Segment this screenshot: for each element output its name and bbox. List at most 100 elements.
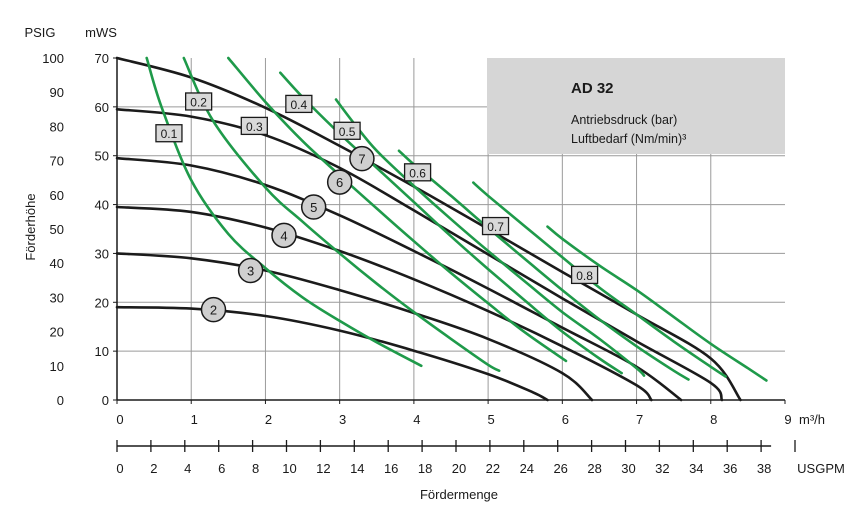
pressure-label-circle — [200, 296, 227, 323]
air-curve-0-8 — [546, 225, 768, 382]
air-label-0-5: 0.5 — [333, 121, 361, 140]
y2-tick-label: 0 — [57, 393, 64, 408]
air-curve-0-3 — [227, 56, 568, 363]
x2-tick-label: 16 — [384, 461, 398, 476]
x-tick-label: 8 — [710, 412, 717, 427]
x2-tick-label: 14 — [350, 461, 364, 476]
x-tick-label: 7 — [636, 412, 643, 427]
x-axis-title: Fördermenge — [420, 487, 498, 502]
air-label-0-6: 0.6 — [403, 163, 432, 182]
x-tick-label: 9 — [784, 412, 791, 427]
air-curve-0-5 — [334, 98, 646, 377]
x2-tick-label: 8 — [252, 461, 259, 476]
x2-tick-label: 2 — [150, 461, 157, 476]
air-label-0-4: 0.4 — [285, 94, 313, 114]
y2-tick-label: 50 — [50, 222, 64, 237]
air-label-box — [184, 92, 213, 111]
pressure-curve-2 — [115, 305, 549, 402]
pressure-curve-3 — [115, 252, 594, 402]
y2-tick-label: 80 — [50, 119, 64, 134]
air-label-0-1: 0.1 — [155, 124, 183, 143]
x2-unit-label: USGPM — [797, 461, 845, 476]
pressure-label-text: 5 — [310, 200, 317, 215]
air-label-0-3: 0.3 — [240, 116, 268, 136]
y2-tick-label: 60 — [50, 188, 64, 203]
x2-tick-label: 34 — [689, 461, 703, 476]
y-tick-label: 50 — [95, 149, 109, 164]
legend-entry-pressure: Antriebsdruck (bar) — [571, 113, 677, 127]
x-tick-label: 5 — [487, 412, 494, 427]
pressure-label-text: 7 — [358, 152, 365, 167]
x2-tick-label: 30 — [621, 461, 635, 476]
x2-tick-label: 0 — [116, 461, 123, 476]
pressure-label-text: 4 — [280, 228, 287, 243]
y2-tick-label: 10 — [50, 359, 64, 374]
legend-background — [487, 58, 785, 154]
legend-box: AD 32 Antriebsdruck (bar) Luftbedarf (Nm… — [487, 58, 785, 154]
x2-tick-label: 20 — [452, 461, 466, 476]
x2-tick-label: 4 — [184, 461, 191, 476]
y2-tick-label: 90 — [50, 85, 64, 100]
air-label-text: 0.2 — [190, 95, 207, 109]
air-label-text: 0.7 — [487, 220, 504, 234]
curve-labels: 2 3 4 5 67 0.1 0.2 0.3 0.4 0.5 0.6 0.7 0.8 — [155, 92, 599, 323]
x2-tick-label: 32 — [655, 461, 669, 476]
y-tick-label: 40 — [95, 198, 109, 213]
pressure-label-circle — [271, 222, 297, 249]
y2-tick-label: 40 — [50, 256, 64, 271]
x-tick-label: 3 — [339, 412, 346, 427]
air-curve-0-2 — [182, 56, 501, 372]
pressure-label-circle — [237, 257, 264, 284]
y2-tick-label: 100 — [42, 51, 64, 66]
x2-tick-label: 18 — [418, 461, 432, 476]
air-label-text: 0.8 — [576, 269, 593, 283]
x-tick-label: 6 — [562, 412, 569, 427]
x2-tick-label: 6 — [218, 461, 225, 476]
x2-tick-label: 36 — [723, 461, 737, 476]
pressure-label-7: 7 — [349, 145, 375, 172]
air-label-box — [285, 94, 313, 114]
pressure-label-text: 2 — [210, 303, 217, 318]
pressure-label-circle — [349, 145, 375, 172]
air-label-text: 0.6 — [409, 166, 426, 180]
x2-tick-label: 26 — [553, 461, 567, 476]
x-unit-label: m³/h — [799, 412, 825, 427]
y-tick-label: 20 — [95, 295, 109, 310]
pressure-label-6: 6 — [326, 169, 353, 195]
air-curve-0-4 — [279, 71, 623, 375]
x-tick-label: 1 — [191, 412, 198, 427]
y2-unit-label: PSIG — [24, 25, 55, 40]
pressure-label-4: 4 — [271, 222, 297, 249]
air-label-box — [240, 116, 268, 136]
air-label-text: 0.1 — [161, 127, 178, 141]
x-tick-label: 4 — [413, 412, 420, 427]
pressure-label-5: 5 — [300, 194, 327, 220]
air-label-box — [481, 216, 510, 236]
pressure-label-circle — [326, 169, 353, 195]
air-label-0-8: 0.8 — [570, 265, 599, 285]
x2-tick-label: 22 — [486, 461, 500, 476]
air-label-box — [403, 163, 432, 182]
y-tick-label: 70 — [95, 51, 109, 66]
y-tick-label: 10 — [95, 344, 109, 359]
y2-tick-label: 30 — [50, 290, 64, 305]
x2-tick-label: 10 — [282, 461, 296, 476]
y-tick-label: 60 — [95, 100, 109, 115]
air-label-0-7: 0.7 — [481, 216, 510, 236]
pressure-label-text: 3 — [247, 264, 254, 279]
y-tick-label: 30 — [95, 246, 109, 261]
air-label-box — [155, 124, 183, 143]
pressure-label-circle — [300, 194, 327, 220]
pressure-curve-5 — [115, 156, 683, 402]
y-axis-title: Förderhöhe — [23, 193, 38, 260]
x-tick-label: 0 — [116, 412, 123, 427]
y-tick-label: 0 — [102, 393, 109, 408]
x2-tick-label: 12 — [316, 461, 330, 476]
legend-entry-air: Luftbedarf (Nm/min)³ — [571, 132, 686, 146]
y-unit-label: mWS — [85, 25, 117, 40]
pressure-curve-6 — [115, 108, 724, 402]
x2-tick-label: 28 — [587, 461, 601, 476]
y2-tick-label: 70 — [50, 154, 64, 169]
